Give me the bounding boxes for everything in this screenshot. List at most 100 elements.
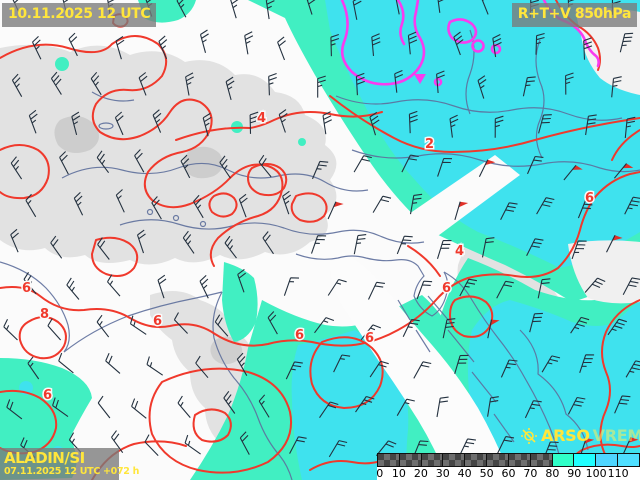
- wind-barb: [158, 35, 168, 60]
- wind-barb: [238, 193, 248, 218]
- colorbar-tick: 40: [457, 467, 472, 480]
- wind-barb: [371, 33, 381, 56]
- colorbar-cell: [596, 454, 619, 466]
- wind-barb: [449, 114, 459, 138]
- valid-time-badge: 10.11.2025 12 UTC: [2, 3, 157, 27]
- wind-barb: [230, 0, 239, 19]
- wind-barb: [236, 352, 248, 376]
- colorbar-cell: [618, 454, 639, 466]
- wind-barb: [129, 315, 147, 335]
- contour-value-label: 6: [442, 281, 451, 296]
- wind-barb: [333, 354, 351, 373]
- wind-barb: [285, 361, 303, 380]
- colorbar-cell: [421, 454, 444, 466]
- wind-barb: [327, 278, 347, 296]
- colorbar-tick: 20: [413, 467, 428, 480]
- product-badge: R+T+V 850hPa: [511, 3, 637, 27]
- wind-barb: [413, 361, 432, 379]
- wind-barb-pennant: [333, 201, 344, 208]
- wind-barb: [311, 160, 329, 180]
- wind-barb: [182, 230, 195, 254]
- wind-barb: [25, 193, 37, 218]
- wind-barb: [115, 35, 125, 60]
- contour-value-label: 4: [257, 111, 266, 126]
- wind-barb: [327, 201, 337, 220]
- wind-barb-pennant: [490, 319, 500, 326]
- wind-barb: [436, 396, 449, 418]
- wind-barb: [619, 32, 634, 53]
- wind-barb: [199, 274, 209, 299]
- wind-barb: [453, 31, 464, 56]
- colorbar-cell: [443, 454, 466, 466]
- wind-barb: [396, 235, 413, 255]
- wind-barb: [180, 154, 191, 179]
- wind-barb: [522, 76, 536, 97]
- wind-barb-pennant: [584, 438, 595, 444]
- wind-barb: [52, 397, 69, 418]
- wind-barb: [395, 0, 400, 15]
- wind-barb: [355, 72, 365, 96]
- wind-barb-pennant: [628, 437, 639, 443]
- wind-barb: [372, 195, 392, 213]
- wind-barb: [195, 355, 209, 379]
- wind-barb: [134, 149, 145, 173]
- wind-barb: [369, 111, 380, 136]
- wind-barb: [176, 0, 187, 18]
- wind-barb: [138, 72, 148, 96]
- wind-barb: [146, 356, 164, 376]
- wind-barb: [66, 277, 80, 300]
- wind-barb: [268, 72, 277, 96]
- wind-barb: [579, 354, 595, 373]
- colorbar-cell: [530, 454, 553, 466]
- wind-barb: [267, 311, 278, 335]
- wind-barb: [526, 238, 544, 257]
- colorbar-cell: [487, 454, 509, 466]
- wind-barb: [565, 72, 574, 95]
- wind-barb: [105, 352, 121, 374]
- wind-barb: [136, 229, 146, 254]
- wind-barb: [355, 395, 375, 413]
- wind-barb: [96, 150, 110, 174]
- wind-barb: [487, 396, 499, 417]
- wind-barb: [27, 356, 40, 380]
- wind-barb: [481, 0, 489, 15]
- product-text: R+T+V 850hPa: [517, 6, 632, 22]
- colorbar-tick: 30: [435, 467, 450, 480]
- wind-barb: [477, 75, 487, 99]
- wind-barb: [278, 109, 288, 133]
- wind-barb: [314, 317, 335, 334]
- wind-barb: [224, 235, 237, 259]
- wind-barb: [317, 75, 326, 98]
- wind-barb: [244, 31, 254, 55]
- colorbar-cell: [552, 454, 575, 466]
- wind-barb: [50, 71, 62, 95]
- contour-value-label: 8: [40, 307, 49, 322]
- wind-barb: [50, 235, 63, 259]
- wind-barb: [258, 394, 270, 418]
- wind-barb: [584, 277, 606, 293]
- wind-barb: [322, 111, 332, 135]
- colorbar-tick: 10: [391, 467, 406, 480]
- colorbar-ticks: 0 10 20 30 40 50 60 70 80 90 100 110: [376, 467, 640, 480]
- wind-barb: [583, 37, 593, 60]
- arso-logo: ARSO VREME: [520, 426, 640, 445]
- wind-barb: [478, 159, 489, 178]
- wind-barb: [524, 400, 542, 419]
- wind-barb: [28, 109, 38, 134]
- wind-barb: [6, 399, 23, 420]
- wind-barb: [407, 31, 418, 55]
- wind-barb: [68, 32, 78, 57]
- wind-barb: [494, 115, 504, 138]
- wind-barb: [107, 274, 121, 297]
- colorbar: 0 10 20 30 40 50 60 70 80 90 100 110: [376, 453, 640, 480]
- colorbar-cell: [399, 454, 422, 466]
- wind-barb: [249, 111, 259, 134]
- wind-barb: [401, 154, 419, 173]
- wind-barb: [529, 312, 543, 333]
- wind-barb: [59, 151, 69, 175]
- wind-barb: [622, 437, 632, 455]
- colorbar-tick: 70: [523, 467, 538, 480]
- colorbar-tick: 50: [479, 467, 494, 480]
